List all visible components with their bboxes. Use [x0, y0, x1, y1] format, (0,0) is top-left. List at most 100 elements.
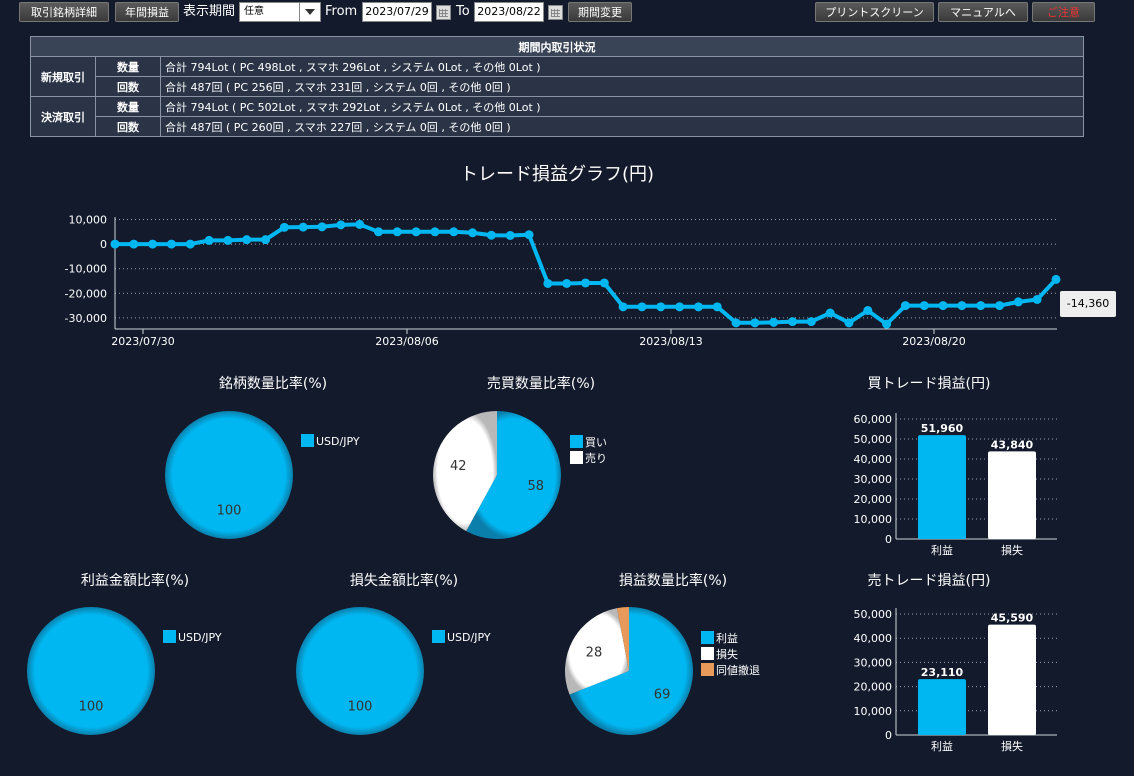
bar — [918, 435, 966, 539]
line-point — [599, 278, 609, 288]
line-point — [675, 302, 685, 312]
line-xtick-label: 2023/08/13 — [639, 335, 702, 348]
line-xtick-label: 2023/08/06 — [375, 335, 438, 348]
bar-ytick-label: 20,000 — [854, 681, 893, 694]
new-qty-value: 合計 794Lot ( PC 498Lot , スマホ 296Lot , システ… — [160, 56, 1084, 77]
legend-label: 利益 — [716, 632, 738, 645]
settle-trade-label: 決済取引 — [30, 96, 96, 137]
line-point — [731, 318, 741, 328]
bar-ytick-label: 40,000 — [854, 453, 893, 466]
pie-value-label: 28 — [586, 646, 603, 661]
pie-slice — [433, 411, 497, 532]
line-point — [355, 219, 365, 229]
legend-symbol-qty: USD/JPY — [301, 434, 360, 450]
line-point — [919, 301, 929, 311]
legend-label: USD/JPY — [447, 631, 491, 644]
to-label: To — [456, 4, 470, 19]
from-date-input[interactable]: 2023/07/29 — [362, 2, 432, 22]
line-ytick-label: -10,000 — [65, 263, 107, 276]
pie-slice — [296, 607, 424, 735]
line-point — [712, 302, 722, 312]
legend-swatch — [701, 663, 714, 676]
line-point — [1051, 274, 1061, 284]
line-point — [261, 235, 271, 245]
to-date-input[interactable]: 2023/08/22 — [474, 2, 544, 22]
legend-swatch — [570, 435, 583, 448]
line-point — [957, 301, 967, 311]
period-select[interactable]: 任意 — [239, 2, 321, 22]
pie-value-label: 42 — [450, 459, 467, 474]
line-point — [825, 308, 835, 318]
line-point — [411, 227, 421, 237]
line-point — [148, 239, 158, 249]
bar-ytick-label: 0 — [885, 533, 892, 546]
legend-label: USD/JPY — [316, 435, 360, 448]
legend-swatch — [701, 631, 714, 644]
legend-swatch — [301, 434, 314, 447]
pie-value-label: 100 — [217, 504, 242, 519]
bar-value-label: 43,840 — [991, 438, 1034, 451]
line-tooltip: -14,360 — [1060, 291, 1116, 317]
line-point — [637, 302, 647, 312]
line-point — [298, 222, 308, 232]
print-screen-button[interactable]: プリントスクリーン — [815, 2, 934, 22]
line-point — [486, 230, 496, 240]
line-xtick-label: 2023/08/20 — [902, 335, 965, 348]
line-point — [430, 227, 440, 237]
line-point — [976, 301, 986, 311]
calendar-icon[interactable] — [436, 5, 451, 20]
line-point — [995, 301, 1005, 311]
summary-table: 期間内取引状況 新規取引 数量 合計 794Lot ( PC 498Lot , … — [30, 36, 1084, 137]
pie-title-profit-amount: 利益金額比率(%) — [80, 573, 190, 589]
bar-value-label: 45,590 — [991, 612, 1034, 625]
legend-label: 同値撤退 — [716, 664, 760, 677]
period-label: 表示期間 — [183, 4, 236, 19]
line-point — [129, 239, 139, 249]
line-point — [204, 235, 214, 245]
line-point — [1013, 297, 1023, 307]
line-point — [373, 227, 383, 237]
line-point — [524, 230, 534, 240]
chevron-down-icon[interactable] — [299, 3, 320, 21]
change-period-button[interactable]: 期間変更 — [568, 2, 632, 22]
legend-label: 買い — [585, 436, 607, 449]
legend-label: 売り — [585, 452, 607, 465]
line-point — [844, 318, 854, 328]
notice-button[interactable]: ご注意 — [1032, 2, 1095, 22]
bar-ytick-label: 60,000 — [854, 413, 893, 426]
bar — [918, 679, 966, 735]
legend-label: 損失 — [716, 648, 738, 661]
legend-swatch — [570, 451, 583, 464]
bar-ytick-label: 50,000 — [854, 608, 893, 621]
bar-ytick-label: 50,000 — [854, 433, 893, 446]
manual-button[interactable]: マニュアルへ — [938, 2, 1028, 22]
line-point — [656, 302, 666, 312]
calendar-icon[interactable] — [548, 5, 563, 20]
pie-value-label: 100 — [79, 700, 104, 715]
pie-slice — [27, 607, 155, 735]
line-point — [863, 306, 873, 316]
pie-title-pnl-qty: 損益数量比率(%) — [618, 573, 728, 589]
bar-value-label: 23,110 — [921, 666, 964, 679]
line-point — [750, 318, 760, 328]
pie-slice — [569, 607, 694, 736]
pie-slice — [617, 607, 629, 671]
annual-pnl-button[interactable]: 年間損益 — [115, 2, 179, 22]
legend-pnl-qty: 利益 損失 同値撤退 — [701, 630, 760, 678]
line-point — [223, 235, 233, 245]
line-point — [543, 278, 553, 288]
line-point — [336, 220, 346, 230]
line-point — [882, 319, 892, 329]
line-point — [806, 317, 816, 327]
bar-ytick-label: 10,000 — [854, 513, 893, 526]
line-point — [693, 302, 703, 312]
legend-swatch — [163, 630, 176, 643]
qty-label: 数量 — [95, 56, 161, 77]
bar-category-label: 利益 — [931, 739, 953, 753]
detail-button[interactable]: 取引銘柄詳細 — [19, 2, 109, 22]
from-label: From — [325, 4, 358, 19]
bar-ytick-label: 40,000 — [854, 632, 893, 645]
line-ytick-label: -30,000 — [65, 312, 107, 325]
line-chart-title: トレード損益グラフ(円) — [459, 164, 655, 185]
